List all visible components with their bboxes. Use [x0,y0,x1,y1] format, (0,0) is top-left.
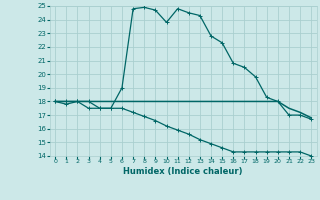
X-axis label: Humidex (Indice chaleur): Humidex (Indice chaleur) [124,167,243,176]
